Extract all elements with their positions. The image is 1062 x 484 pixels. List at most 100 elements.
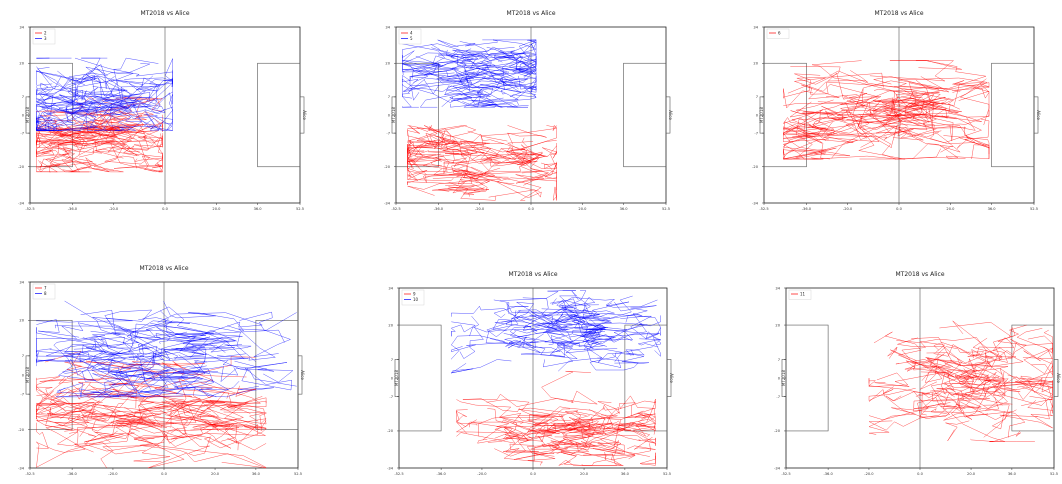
trajectory-line <box>487 427 520 443</box>
trajectory-line <box>939 321 1016 370</box>
trajectory-line <box>36 131 72 153</box>
trajectory-line <box>432 184 485 191</box>
chart-title: MT2018 vs Alice <box>139 265 188 272</box>
trajectory-line <box>627 436 656 450</box>
trajectory-line <box>36 140 59 150</box>
trajectory-line <box>136 97 163 130</box>
right-goal <box>297 355 303 395</box>
trajectory-line <box>72 88 132 112</box>
trajectory-line <box>562 432 644 441</box>
trajectory-line <box>456 409 478 426</box>
trajectory-line <box>450 335 505 360</box>
trajectory-line <box>829 70 941 127</box>
trajectory-line <box>445 75 479 84</box>
trajectory-line <box>75 92 151 120</box>
trajectory-line <box>36 124 64 146</box>
trajectory-line <box>451 305 519 326</box>
trajectory-line <box>983 404 1010 430</box>
legend: 78 <box>32 283 56 300</box>
trajectory-line <box>790 66 884 88</box>
trajectory-line <box>37 127 100 146</box>
trajectory-line <box>904 357 962 370</box>
left-penalty-box <box>398 324 442 432</box>
trajectory-line <box>36 86 99 131</box>
trajectory-line <box>489 161 525 167</box>
trajectory-line <box>864 103 950 120</box>
trajectory-line <box>149 412 267 431</box>
trajectory-line <box>933 344 1001 358</box>
legend-label: 10 <box>413 297 419 302</box>
trajectory-line <box>523 324 540 332</box>
trajectory-line <box>471 94 537 103</box>
trajectory-line <box>951 393 1035 442</box>
trajectory-line <box>94 130 153 159</box>
pitch-plot: MT2018 vs Alice MT2018 Alice -52.5 -36.0 -20.… <box>18 265 305 476</box>
pitch-markings <box>781 287 1059 469</box>
trajectory-line <box>482 409 610 440</box>
trajectory-line <box>452 39 537 59</box>
trajectory-line <box>446 66 489 92</box>
trajectory-line <box>592 422 650 457</box>
trajectory-line <box>564 436 605 447</box>
trajectory-line <box>147 366 214 389</box>
trajectory-line <box>860 127 924 148</box>
trajectory-line <box>108 356 188 379</box>
trajectory-line <box>506 302 572 341</box>
trajectory-line <box>887 347 898 359</box>
trajectory-line <box>402 47 515 72</box>
trajectory-line <box>582 323 616 343</box>
trajectory-line <box>567 314 586 322</box>
trajectory-line <box>505 432 555 454</box>
trajectory-line <box>918 362 955 381</box>
trajectory-line <box>120 75 160 120</box>
x-tick-label: 52.5 <box>1030 207 1038 211</box>
trajectory-line <box>37 349 123 376</box>
trajectory-line <box>527 432 598 447</box>
trajectory-line <box>613 422 646 437</box>
trajectory-line <box>134 435 267 468</box>
trajectory-line <box>873 96 928 131</box>
x-tick-label: 52.5 <box>1050 472 1058 476</box>
trajectory-line <box>500 75 537 95</box>
trajectory-line <box>542 143 558 159</box>
x-tick-label: -52.5 <box>391 207 400 211</box>
y-tick-label: 7 <box>22 354 24 358</box>
trajectory-line <box>542 353 574 368</box>
trajectory-line <box>507 125 547 145</box>
series-11-trajectories <box>868 320 1053 442</box>
trajectory-line <box>783 92 868 133</box>
trajectory-line <box>74 406 197 447</box>
trajectory-line <box>205 400 267 428</box>
pitch-markings <box>391 26 671 204</box>
trajectory-line <box>81 87 143 113</box>
trajectory-line <box>546 427 568 437</box>
right-goal <box>665 96 671 134</box>
chart-title: MT2018 vs Alice <box>506 10 555 17</box>
trajectory-line <box>624 315 661 332</box>
trajectory-line <box>554 411 606 447</box>
y-tick-label: 34 <box>388 286 393 290</box>
trajectory-line <box>582 451 622 466</box>
trajectory-line <box>117 396 263 422</box>
trajectory-line <box>869 114 954 153</box>
trajectory-line <box>868 386 916 401</box>
y-tick-label: -34 <box>774 466 781 470</box>
y-tick-label: -34 <box>384 201 391 205</box>
trajectory-line <box>601 404 618 419</box>
right-goal-label: Alice <box>668 110 673 120</box>
trajectory-line <box>227 423 258 451</box>
x-tick-label: 36.0 <box>621 472 630 476</box>
trajectory-line <box>486 46 530 67</box>
trajectory-line <box>857 122 898 149</box>
trajectory-line <box>470 421 552 440</box>
y-tick-label: 7 <box>391 358 393 362</box>
trajectory-line <box>58 112 99 131</box>
trajectory-line <box>138 317 236 348</box>
pitch-plot: MT2018 vs Alice MT2018 Alice -52.5 -36.0 -20.… <box>384 10 673 211</box>
trajectory-line <box>128 384 267 430</box>
trajectory-line <box>407 167 501 196</box>
trajectory-line <box>120 357 169 377</box>
trajectory-line <box>909 93 982 122</box>
trajectory-line <box>42 70 75 102</box>
trajectory-line <box>546 124 557 131</box>
